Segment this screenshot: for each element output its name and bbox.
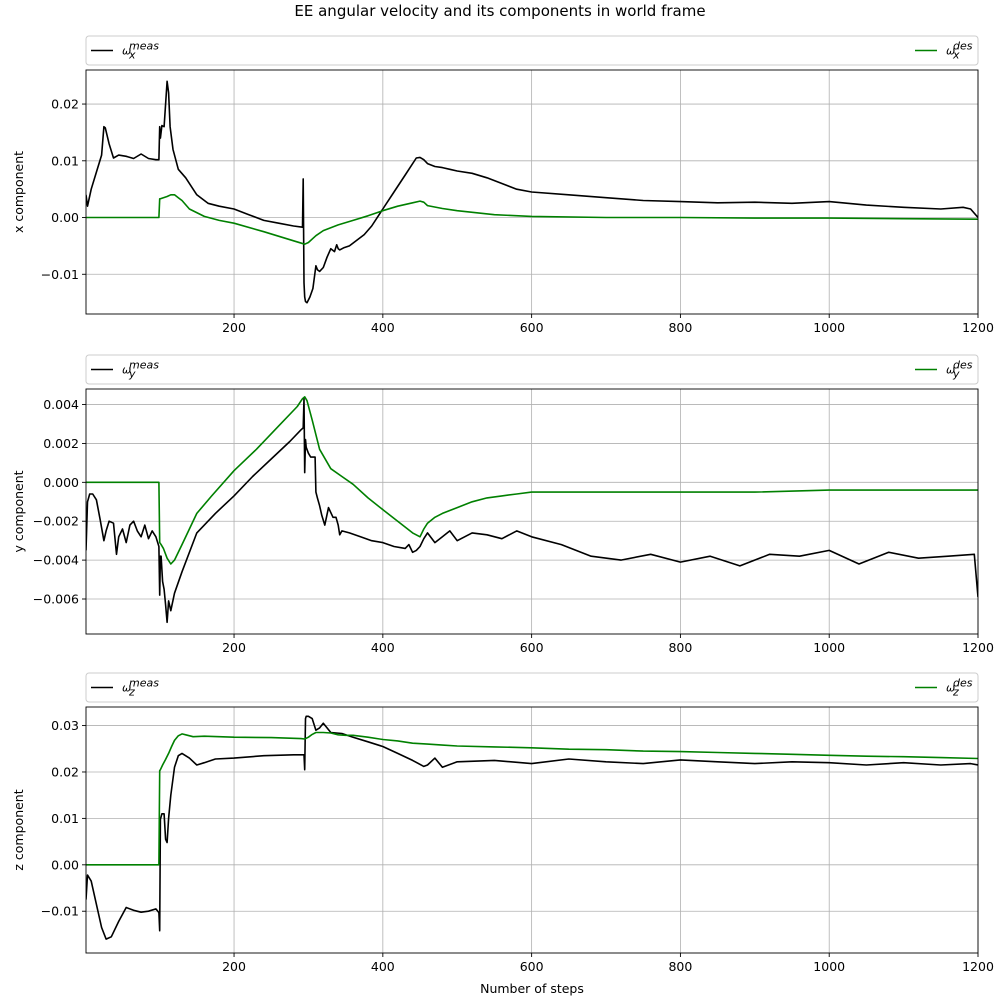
x-tick-label: 400 (371, 959, 395, 974)
y-tick-label: −0.004 (33, 553, 79, 568)
y-tick-label: −0.006 (33, 592, 79, 607)
y-tick-label: 0.002 (43, 436, 79, 451)
x-tick-label: 600 (520, 959, 544, 974)
y-axis-label: y component (11, 470, 26, 552)
y-tick-label: 0.000 (43, 475, 79, 490)
legend-superscript: des (953, 40, 973, 53)
x-tick-label: 600 (520, 640, 544, 655)
legend-subscript: z (128, 686, 135, 699)
y-tick-label: 0.03 (51, 718, 79, 733)
y-tick-label: 0.02 (51, 97, 79, 112)
series-line-meas (86, 715, 978, 940)
legend-symbol: ω (946, 682, 955, 695)
legend-subscript: x (952, 49, 960, 62)
legend-superscript: meas (129, 677, 159, 690)
x-tick-label: 1000 (813, 640, 845, 655)
series-line-meas (86, 80, 978, 304)
y-axis-label: x component (11, 151, 26, 233)
legend-symbol: ω (122, 45, 131, 58)
figure-title: EE angular velocity and its components i… (294, 2, 705, 20)
legend-symbol: ω (122, 682, 131, 695)
y-tick-label: 0.02 (51, 764, 79, 779)
subplot-z-component: 200 400 600 800 1000 1200 −0.01 0.00 0.01 0.02 0.0… (11, 672, 994, 996)
y-tick-label: 0.00 (51, 857, 79, 872)
legend-symbol: ω (946, 364, 955, 377)
series-line-des (86, 395, 978, 565)
x-tick-label: 200 (222, 959, 246, 974)
x-tick-label: 400 (371, 640, 395, 655)
legend-symbol: ω (122, 364, 131, 377)
y-axis-label: z component (11, 789, 26, 870)
x-tick-label: 800 (668, 959, 692, 974)
legend-frame (85, 35, 979, 66)
legend-symbol: ω (946, 45, 955, 58)
x-tick-label: 600 (520, 320, 544, 335)
legend-subscript: z (952, 686, 959, 699)
legend-superscript: des (953, 677, 973, 690)
x-tick-label: 400 (371, 320, 395, 335)
x-tick-label: 1200 (962, 640, 994, 655)
x-tick-label: 1000 (813, 320, 845, 335)
series-line-meas (86, 397, 978, 624)
x-tick-label: 1000 (813, 959, 845, 974)
x-tick-label: 1200 (962, 959, 994, 974)
legend-superscript: meas (129, 40, 159, 53)
y-tick-label: 0.004 (43, 397, 79, 412)
subplot-x-component: 200 400 600 800 1000 1200 −0.01 0.00 0.01 0.02 x c… (11, 35, 994, 335)
y-tick-label: 0.01 (51, 811, 79, 826)
x-tick-label: 800 (668, 320, 692, 335)
series-line-des (86, 731, 978, 866)
legend-subscript: x (128, 49, 136, 62)
y-tick-label: 0.00 (51, 210, 79, 225)
x-tick-label: 800 (668, 640, 692, 655)
x-tick-label: 200 (222, 640, 246, 655)
legend-subscript: y (952, 368, 960, 381)
subplot-y-component: 200 400 600 800 1000 1200 −0.006 −0.004 −0.002 0.… (11, 354, 994, 655)
legend-subscript: y (128, 368, 136, 381)
y-tick-label: −0.002 (33, 514, 79, 529)
x-tick-label: 200 (222, 320, 246, 335)
y-tick-label: −0.01 (41, 267, 79, 282)
legend-frame (85, 354, 979, 385)
y-tick-label: 0.01 (51, 153, 79, 168)
y-tick-label: −0.01 (41, 904, 79, 919)
legend-frame (85, 672, 979, 703)
series-line-des (86, 194, 978, 245)
legend-superscript: meas (129, 359, 159, 372)
x-axis-label: Number of steps (480, 981, 584, 996)
legend-superscript: des (953, 359, 973, 372)
x-tick-label: 1200 (962, 320, 994, 335)
